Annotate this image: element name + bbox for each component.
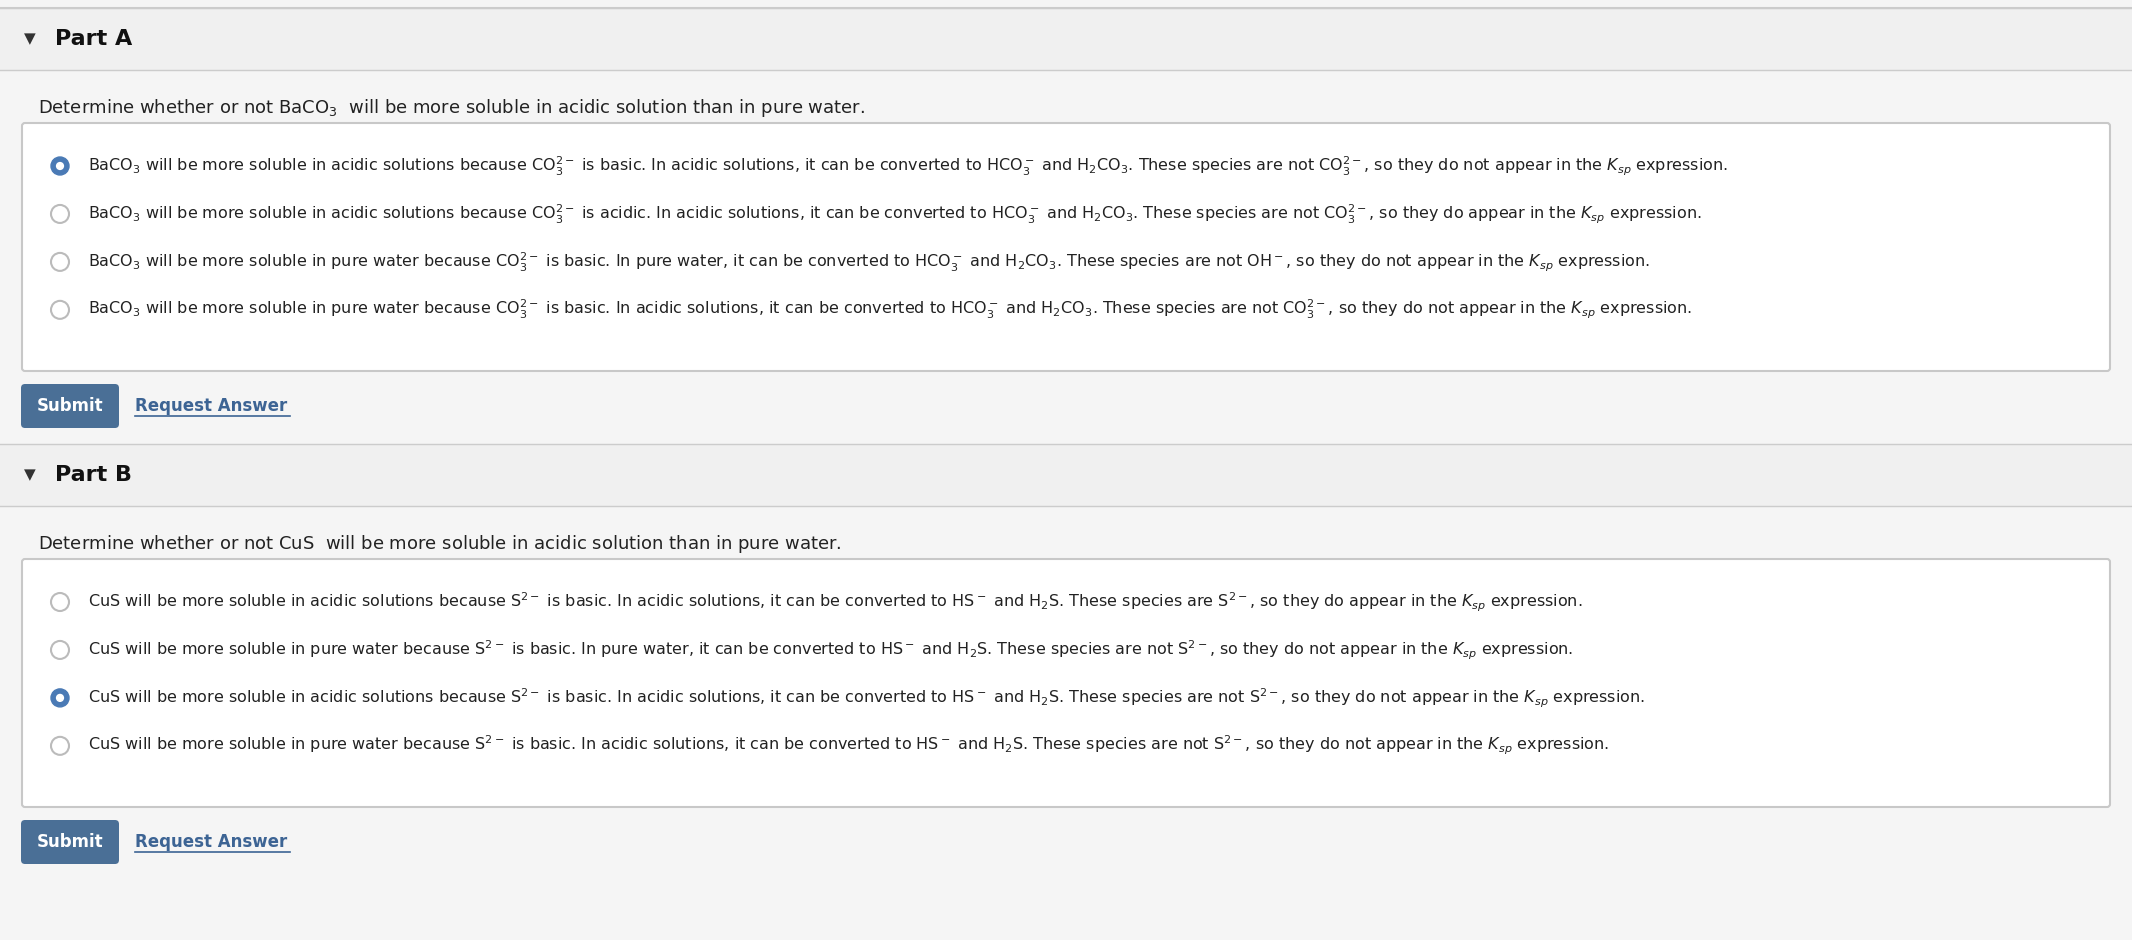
FancyBboxPatch shape: [21, 559, 2111, 807]
Text: $\mathrm{CuS}$ will be more soluble in acidic solutions because $\mathrm{S^{2-}}: $\mathrm{CuS}$ will be more soluble in a…: [87, 686, 1646, 710]
Text: Determine whether or not $\mathrm{BaCO_3}$  will be more soluble in acidic solut: Determine whether or not $\mathrm{BaCO_3…: [38, 97, 866, 119]
Circle shape: [51, 301, 68, 319]
Text: $\mathrm{BaCO_3}$ will be more soluble in pure water because $\mathrm{CO_3^{2-}}: $\mathrm{BaCO_3}$ will be more soluble i…: [87, 250, 1650, 274]
Text: Part B: Part B: [55, 465, 132, 485]
Text: ▼: ▼: [23, 467, 36, 482]
Text: Request Answer: Request Answer: [134, 833, 288, 851]
Text: $\mathrm{CuS}$ will be more soluble in pure water because $\mathrm{S^{2-}}$ is b: $\mathrm{CuS}$ will be more soluble in p…: [87, 638, 1573, 662]
FancyBboxPatch shape: [21, 123, 2111, 371]
Circle shape: [51, 593, 68, 611]
Text: $\mathrm{BaCO_3}$ will be more soluble in pure water because $\mathrm{CO_3^{2-}}: $\mathrm{BaCO_3}$ will be more soluble i…: [87, 298, 1693, 321]
Text: $\mathrm{BaCO_3}$ will be more soluble in acidic solutions because $\mathrm{CO_3: $\mathrm{BaCO_3}$ will be more soluble i…: [87, 154, 1729, 178]
Circle shape: [58, 695, 64, 701]
Circle shape: [51, 737, 68, 755]
Text: $\mathrm{CuS}$ will be more soluble in pure water because $\mathrm{S^{2-}}$ is b: $\mathrm{CuS}$ will be more soluble in p…: [87, 734, 1610, 758]
Bar: [0, 8, 2132, 70]
Text: $\mathrm{BaCO_3}$ will be more soluble in acidic solutions because $\mathrm{CO_3: $\mathrm{BaCO_3}$ will be more soluble i…: [87, 202, 1701, 226]
FancyBboxPatch shape: [21, 384, 119, 428]
FancyBboxPatch shape: [21, 820, 119, 864]
Text: Determine whether or not $\mathrm{CuS}$  will be more soluble in acidic solution: Determine whether or not $\mathrm{CuS}$ …: [38, 533, 842, 555]
Text: Submit: Submit: [36, 397, 102, 415]
Bar: [0, 865, 2132, 940]
Text: Part A: Part A: [55, 29, 132, 49]
Circle shape: [51, 641, 68, 659]
Bar: [0, 444, 2132, 506]
Text: Submit: Submit: [36, 833, 102, 851]
Circle shape: [51, 253, 68, 271]
Circle shape: [51, 689, 68, 707]
Circle shape: [51, 205, 68, 223]
Text: Request Answer: Request Answer: [134, 397, 288, 415]
Text: $\mathrm{CuS}$ will be more soluble in acidic solutions because $\mathrm{S^{2-}}: $\mathrm{CuS}$ will be more soluble in a…: [87, 590, 1582, 614]
Text: ▼: ▼: [23, 32, 36, 46]
Circle shape: [58, 163, 64, 169]
Circle shape: [51, 157, 68, 175]
